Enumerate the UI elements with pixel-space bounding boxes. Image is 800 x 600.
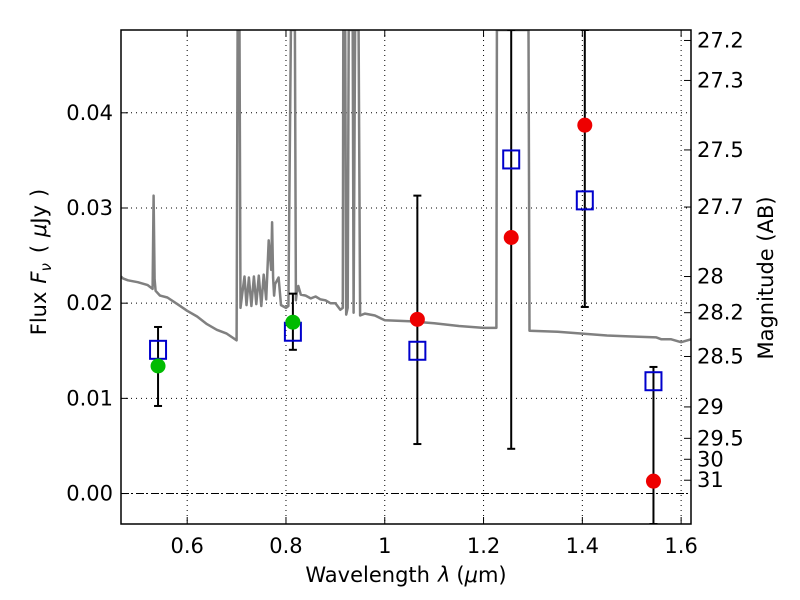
y-tick-label: 0.00 (66, 482, 113, 506)
observed-point-nondetected (645, 473, 661, 489)
right-tick-label: 27.2 (697, 28, 744, 52)
y-tick-label: 0.04 (66, 101, 113, 125)
grid-lines (121, 30, 691, 524)
right-tick-label: 29 (697, 395, 724, 419)
y-tick-label: 0.03 (66, 196, 113, 220)
right-tick-label: 27.3 (697, 68, 744, 92)
observed-point-nondetected (409, 311, 425, 327)
model-point (644, 371, 663, 392)
tick-labels: 0.6 0.8 1 1.2 1.4 1.6 0.00 0.01 0.02 0.03 0.04 27.2… (66, 28, 744, 558)
right-tick-label: 27.7 (697, 195, 744, 219)
y-tick-label: 0.02 (66, 291, 113, 315)
y-axis-title: FluxFν(μJy) (27, 189, 55, 336)
right-tick-label: 30 (697, 447, 724, 471)
right-tick-label: 29.5 (697, 426, 744, 450)
x-tick-label: 1.4 (566, 534, 599, 558)
x-tick-label: 1 (378, 534, 391, 558)
model-point (408, 340, 427, 361)
x-axis-title: Wavelength λ (μm) (305, 563, 506, 587)
right-tick-label: 27.5 (697, 138, 744, 162)
model-point (502, 149, 521, 170)
tick-marks (121, 30, 691, 524)
data-layer (121, 30, 691, 524)
right-tick-label: 28 (697, 265, 724, 289)
observed-point-nondetected (577, 117, 593, 133)
observed-point-detected (150, 358, 166, 374)
x-tick-label: 0.6 (170, 534, 203, 558)
right-tick-label: 28.2 (697, 301, 744, 325)
right-axis-title: Magnitude (AB) (754, 196, 778, 359)
right-tick-label: 28.5 (697, 344, 744, 368)
right-tick-label: 31 (697, 468, 724, 492)
observed-point-nondetected (503, 229, 519, 245)
x-tick-label: 0.8 (269, 534, 302, 558)
y-tick-label: 0.01 (66, 386, 113, 410)
x-tick-label: 1.2 (467, 534, 500, 558)
observed-point-detected (285, 314, 301, 330)
sed-line (121, 30, 691, 344)
plot-area (121, 30, 691, 524)
model-point (575, 190, 594, 211)
x-tick-label: 1.6 (664, 534, 697, 558)
